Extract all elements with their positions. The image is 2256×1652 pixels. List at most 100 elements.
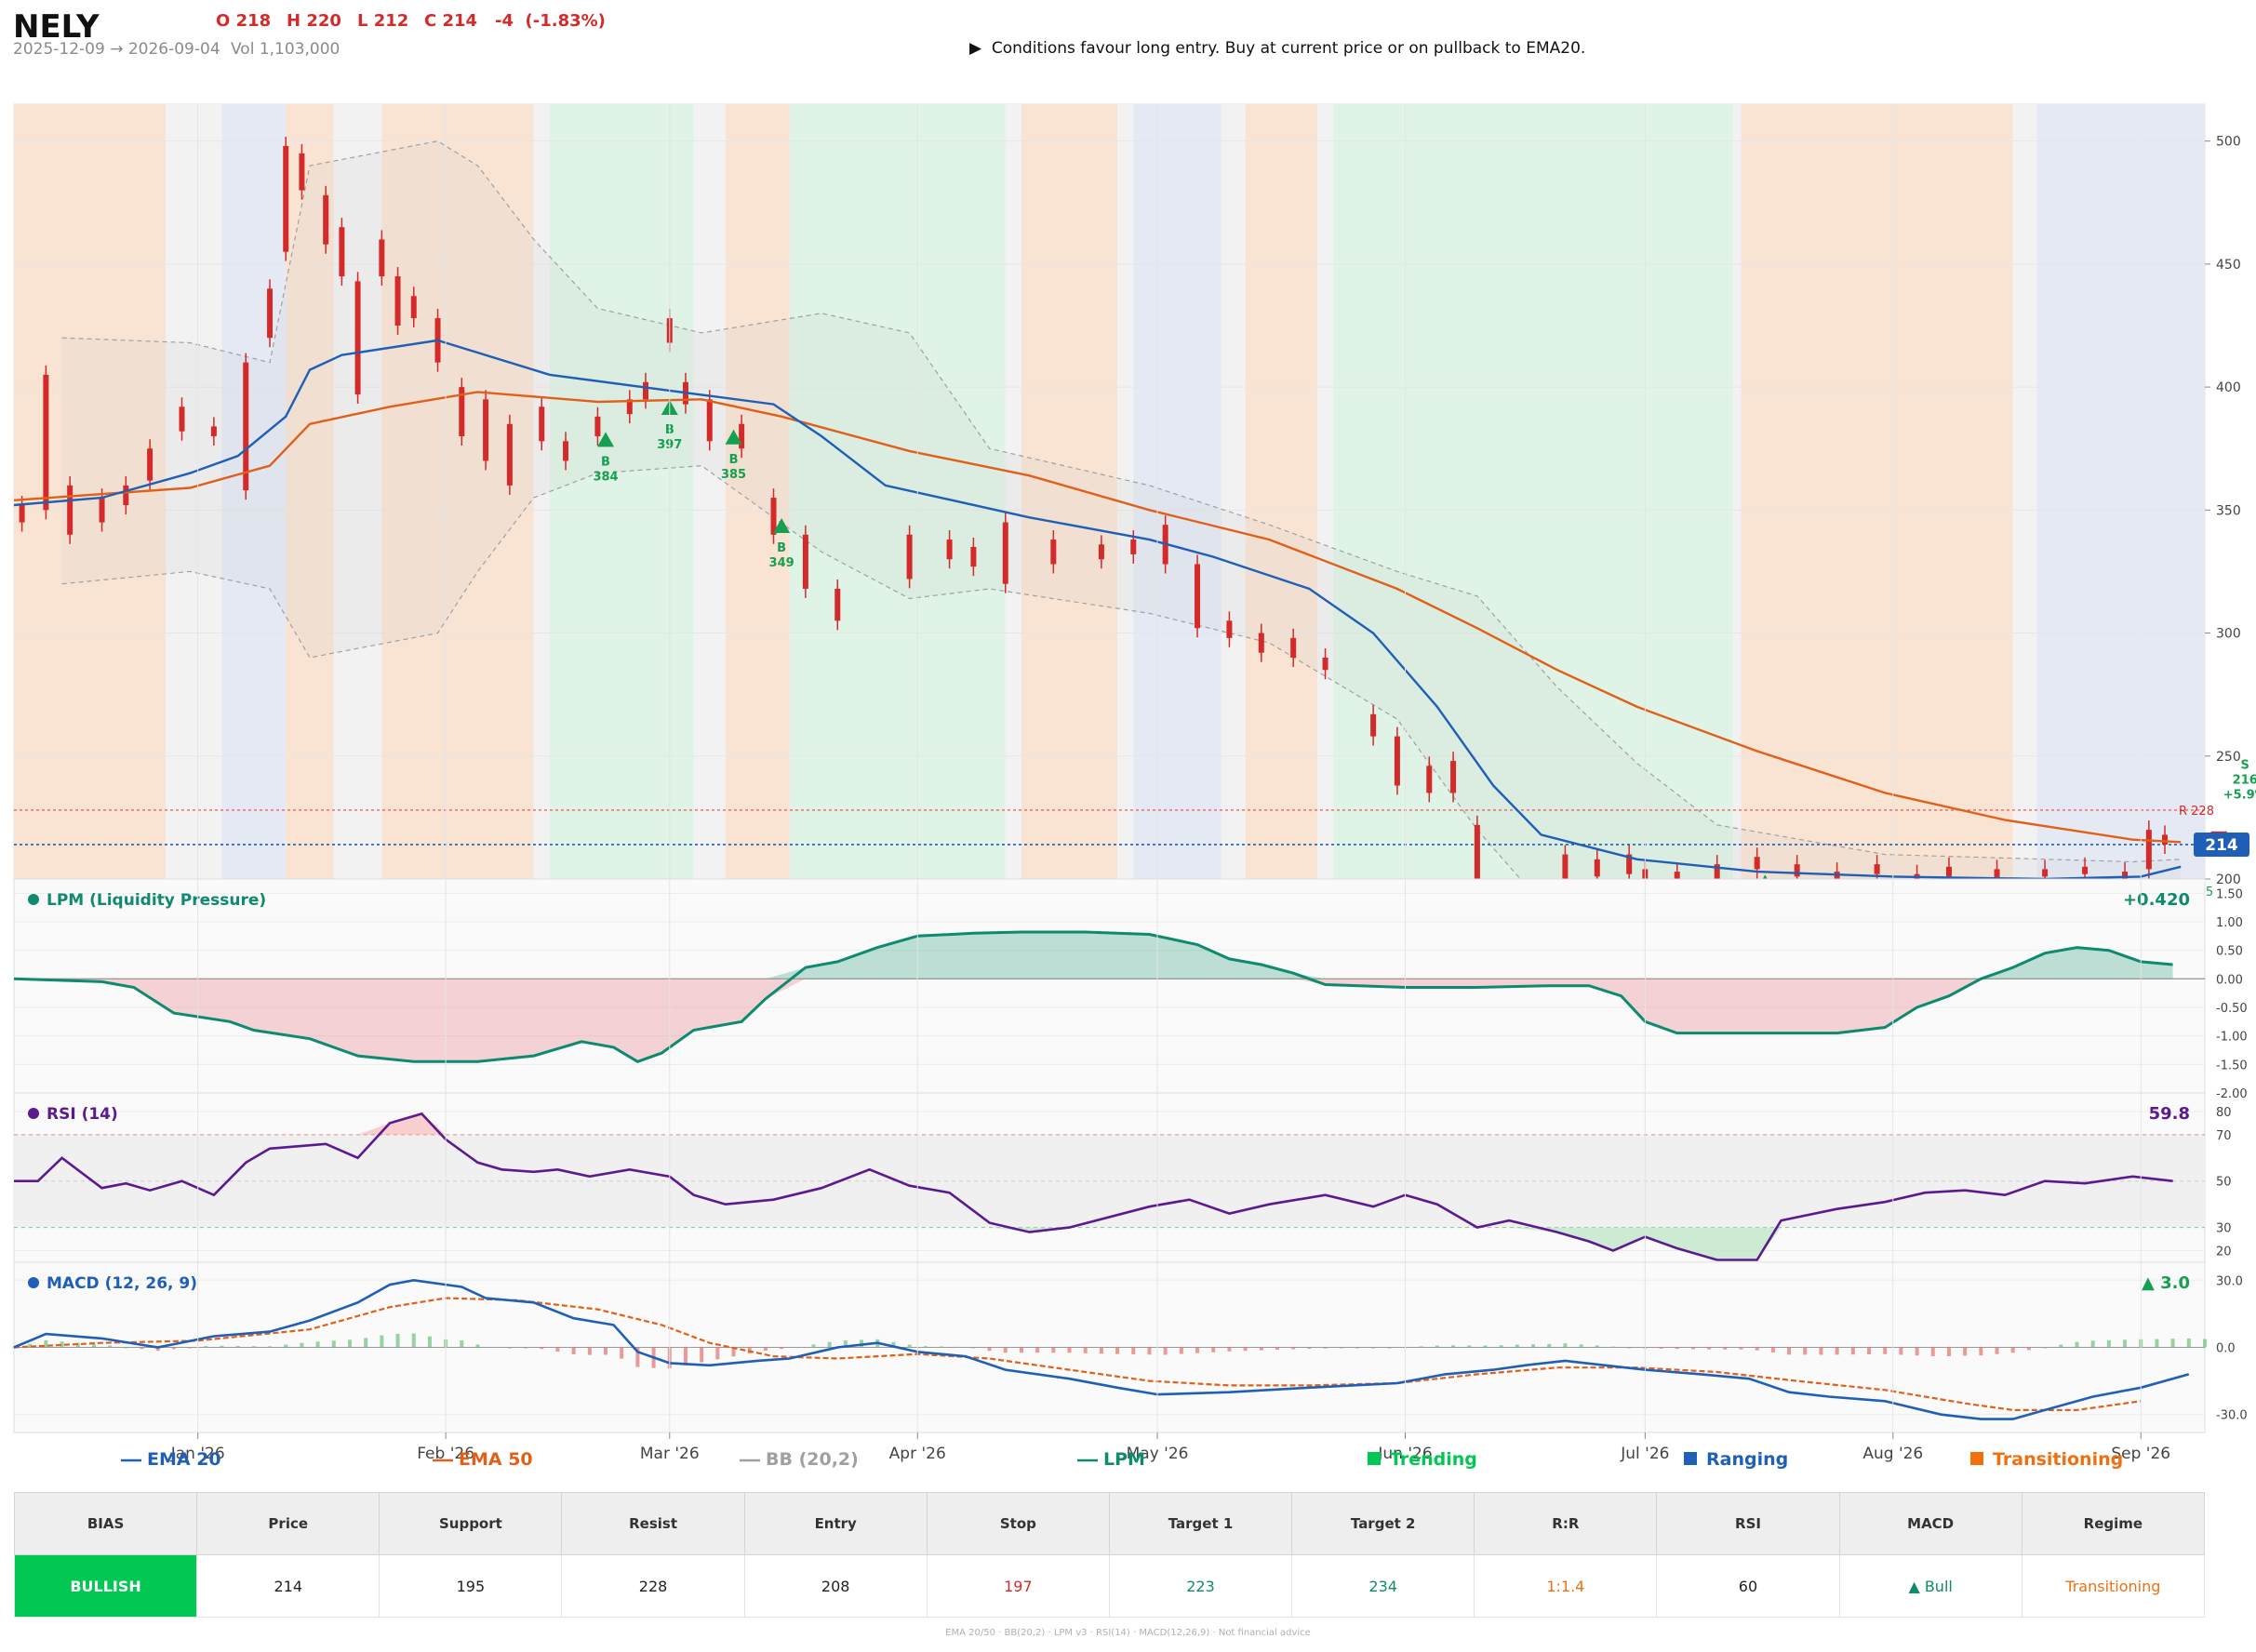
ohlc-change: -4 (-1.83%) <box>495 11 606 31</box>
macd-histogram-bar <box>2026 1347 2031 1351</box>
candle-body <box>706 399 713 442</box>
candle-body <box>739 423 745 449</box>
price-panel: 200250300350400450500B384B397B385B349B19… <box>13 103 2256 951</box>
legend-label: EMA 20 <box>147 1449 221 1470</box>
macd-histogram-bar <box>1915 1347 1919 1356</box>
regime-zone-neutral <box>1316 104 1334 879</box>
candle-body <box>323 194 329 245</box>
sell-marker-pct: +5.9% <box>2223 789 2256 803</box>
candle-body <box>179 406 185 432</box>
price-tick-label: 250 <box>2216 750 2241 765</box>
candle-body <box>283 145 289 252</box>
x-tick-label: Jun '26 <box>1377 1445 1432 1463</box>
candle-body <box>770 498 777 535</box>
buy-marker-icon <box>597 432 615 447</box>
candle-body <box>1594 859 1600 877</box>
regime-zone-transitioning <box>725 104 790 879</box>
regime-zone-transitioning <box>1021 104 1118 879</box>
summary-header-target1: Target 1 <box>1108 1492 1293 1555</box>
summary-rr: 1:1.4 <box>1474 1554 1658 1618</box>
macd-histogram-bar <box>2123 1339 2128 1348</box>
macd-histogram-bar <box>171 1347 176 1350</box>
x-axis: Jan '26 Feb '26 Mar '26 Apr '26 May '26 Jun '… <box>170 104 2170 1463</box>
macd-histogram-bar <box>1339 1347 1343 1349</box>
candle-body <box>410 296 417 319</box>
macd-histogram-bar <box>2155 1339 2159 1348</box>
macd-histogram-bar <box>1227 1347 1232 1352</box>
macd-histogram-bar <box>731 1347 736 1357</box>
buy-marker-icon <box>773 517 791 533</box>
macd-histogram-bar <box>1147 1347 1152 1355</box>
macd-histogram-bar <box>1610 1346 1615 1348</box>
candle-body <box>379 239 385 277</box>
summary-price: 214 <box>196 1554 380 1618</box>
candle-body <box>970 547 977 567</box>
macd-title: MACD (12, 26, 9) <box>47 1274 197 1293</box>
macd-histogram-bar <box>251 1346 256 1348</box>
macd-histogram-bar <box>1323 1347 1328 1349</box>
macd-histogram-bar <box>1131 1347 1136 1355</box>
legend-label: BB (20,2) <box>766 1449 859 1470</box>
candle-body <box>1754 857 1760 870</box>
macd-histogram-bar <box>940 1346 944 1348</box>
macd-histogram-bar <box>683 1347 687 1366</box>
macd-histogram-bar <box>1451 1345 1456 1348</box>
rsi-tick-label: 80 <box>2216 1106 2232 1120</box>
rsi-current-value: 59.8 <box>2149 1104 2190 1124</box>
legend-swatch <box>1368 1452 1381 1465</box>
lpm-current-value: +0.420 <box>2123 890 2190 910</box>
candle-body <box>459 387 465 436</box>
regime-zone-neutral <box>1732 104 1742 879</box>
candle-body <box>1626 854 1633 874</box>
rsi-panel: 80 70 50 30 20 RSI (14) 59.8 <box>13 1092 2232 1263</box>
lpm-tick-label: 0.00 <box>2216 973 2243 987</box>
macd-histogram-bar <box>1099 1347 1103 1354</box>
lpm-tick-label: 1.50 <box>2216 887 2243 901</box>
buy-marker-label: B <box>601 455 610 469</box>
macd-histogram-bar <box>1387 1347 1392 1349</box>
candle-body <box>43 374 49 511</box>
macd-histogram-bar <box>1899 1347 1903 1355</box>
macd-histogram-bar <box>1163 1347 1168 1355</box>
macd-histogram-bar <box>1115 1347 1120 1354</box>
price-tick-label: 350 <box>2216 503 2241 518</box>
summary-header-regime: Regime <box>2021 1492 2206 1555</box>
macd-histogram-bar <box>1819 1347 1823 1355</box>
summary-regime: Transitioning <box>2021 1554 2206 1618</box>
macd-histogram-bar <box>427 1336 432 1348</box>
candle-body <box>1834 872 1840 882</box>
macd-histogram-bar <box>268 1346 273 1348</box>
macd-histogram-bar <box>843 1339 848 1348</box>
buy-marker-price: 384 <box>593 470 618 484</box>
sell-marker-label: S <box>2241 759 2249 773</box>
regime-zone-ranging <box>221 104 287 879</box>
macd-histogram-bar <box>587 1347 592 1355</box>
footer-note: EMA 20/50 · BB(20,2) · LPM v3 · RSI(14) … <box>945 1628 1311 1638</box>
macd-histogram-bar <box>1515 1344 1519 1348</box>
rsi-tick-label: 50 <box>2216 1176 2232 1190</box>
price-tick-label: 400 <box>2216 380 2241 395</box>
buy-marker-price: 349 <box>769 556 794 570</box>
lpm-positive-fill <box>14 932 2173 979</box>
macd-histogram-bar <box>411 1333 416 1348</box>
ohlc-high: H 220 <box>287 11 341 31</box>
macd-panel: 30.0 0.0 -30.0 MACD (12, 26, 9) ▲ 3.0 <box>12 1261 2248 1433</box>
macd-histogram-bar <box>2059 1344 2063 1348</box>
regime-zone-neutral <box>1221 104 1246 879</box>
current-price-label: 214 <box>2205 836 2238 855</box>
macd-histogram-bar <box>2075 1341 2079 1348</box>
macd-histogram-bar <box>2043 1347 2048 1349</box>
candle-body <box>1994 869 2000 879</box>
candle-body <box>906 534 913 580</box>
sell-marker-price: 216 <box>2233 774 2256 788</box>
macd-line <box>13 1278 2190 1420</box>
macd-histogram-bar <box>524 1347 528 1349</box>
x-tick-label: Sep '26 <box>2111 1445 2170 1463</box>
macd-histogram-bar <box>44 1339 48 1348</box>
macd-histogram-bar <box>235 1345 240 1348</box>
candle-body <box>99 498 105 523</box>
macd-histogram-bar <box>331 1340 336 1348</box>
macd-histogram-bar <box>1243 1347 1248 1352</box>
macd-histogram-bar <box>1579 1344 1583 1348</box>
lpm-title: LPM (Liquidity Pressure) <box>47 891 266 910</box>
